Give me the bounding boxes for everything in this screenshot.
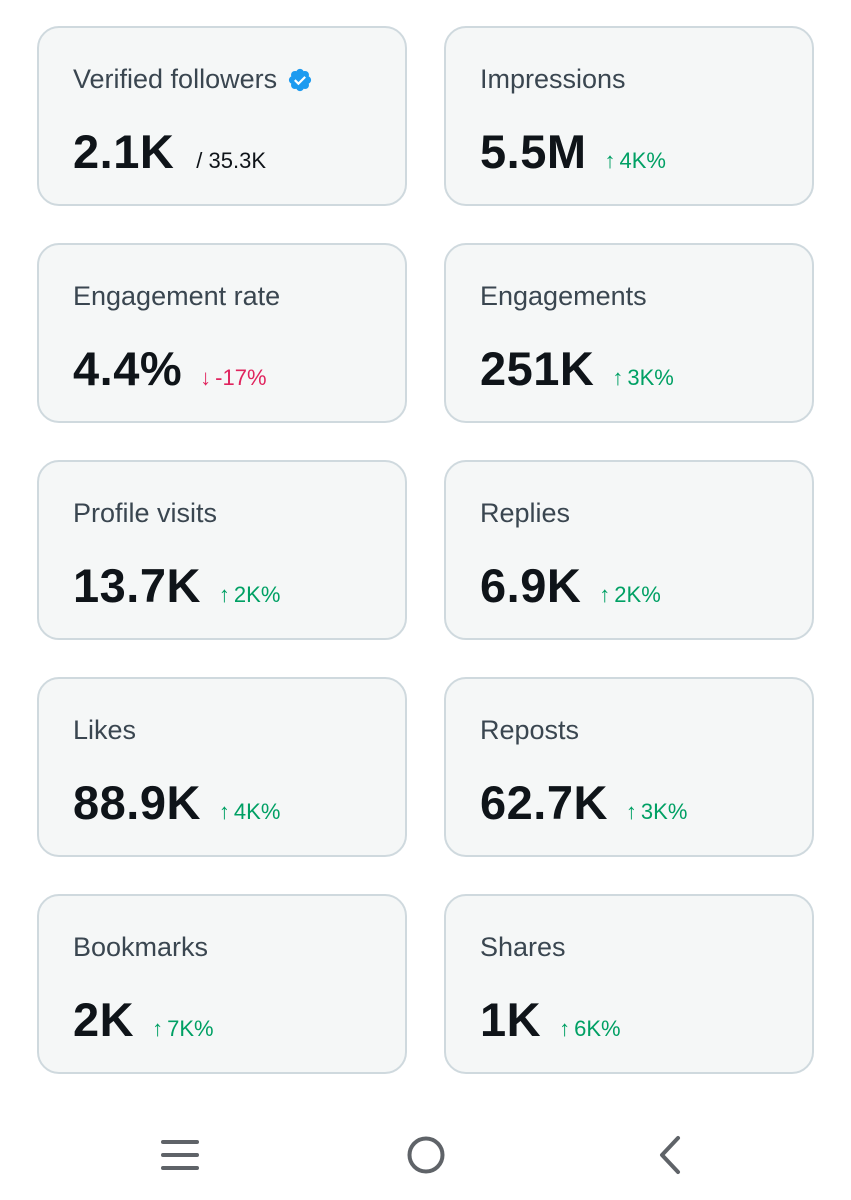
card-label: Reposts xyxy=(480,715,579,746)
card-replies[interactable]: Replies 6.9K ↑ 2K% xyxy=(444,460,814,640)
back-button[interactable] xyxy=(645,1130,695,1180)
card-label: Engagement rate xyxy=(73,281,280,312)
card-verified-followers[interactable]: Verified followers 2.1K / 35.3K xyxy=(37,26,407,206)
change-value: 2K% xyxy=(233,582,281,607)
card-label-text: Reposts xyxy=(480,715,580,745)
change-indicator: ↑ 2K% xyxy=(599,582,660,608)
card-bookmarks[interactable]: Bookmarks 2K ↑ 7K% xyxy=(37,894,407,1074)
arrow-up-icon: ↑ xyxy=(604,148,616,173)
card-value-row: 88.9K ↑ 4K% xyxy=(73,775,280,830)
change-value: 2K% xyxy=(614,582,661,607)
card-value: 251K xyxy=(480,342,595,395)
change-indicator: ↑ 4K% xyxy=(219,799,280,825)
card-value: 6.9K xyxy=(480,559,582,612)
card-label: Impressions xyxy=(480,64,626,95)
card-label: Profile visits xyxy=(73,498,217,529)
change-indicator: ↑ 2K% xyxy=(219,582,280,608)
card-value: 2.1K xyxy=(73,125,175,178)
card-value-row: 6.9K ↑ 2K% xyxy=(480,558,661,613)
card-label-text: Replies xyxy=(480,498,571,528)
verified-badge-icon xyxy=(289,68,312,91)
card-reposts[interactable]: Reposts 62.7K ↑ 3K% xyxy=(444,677,814,857)
card-engagements[interactable]: Engagements 251K ↑ 3K% xyxy=(444,243,814,423)
change-indicator: ↑ 6K% xyxy=(559,1016,620,1042)
card-value-row: 4.4% ↓ -17% xyxy=(73,341,267,396)
change-value: 6K% xyxy=(574,1016,621,1041)
arrow-up-icon: ↑ xyxy=(599,582,611,607)
card-label-text: Impressions xyxy=(480,64,626,94)
change-indicator: ↑ 7K% xyxy=(152,1016,213,1042)
card-label: Engagements xyxy=(480,281,647,312)
card-value-row: 2K ↑ 7K% xyxy=(73,992,214,1047)
card-value: 62.7K xyxy=(480,776,608,829)
card-label: Bookmarks xyxy=(73,932,208,963)
card-label: Shares xyxy=(480,932,566,963)
card-value: 4.4% xyxy=(73,342,183,395)
card-impressions[interactable]: Impressions 5.5M ↑ 4K% xyxy=(444,26,814,206)
back-chevron-icon xyxy=(660,1136,680,1174)
arrow-up-icon: ↑ xyxy=(218,799,230,824)
change-indicator: ↑ 3K% xyxy=(612,365,673,391)
change-value: 3K% xyxy=(627,365,674,390)
card-label-text: Engagements xyxy=(480,281,647,311)
card-value-row: 2.1K / 35.3K xyxy=(73,124,266,179)
card-label-text: Verified followers xyxy=(73,64,278,94)
card-value-row: 13.7K ↑ 2K% xyxy=(73,558,280,613)
change-indicator: ↑ 4K% xyxy=(605,148,666,174)
change-value: 3K% xyxy=(640,799,688,824)
card-label-text: Profile visits xyxy=(73,498,218,528)
card-value-row: 251K ↑ 3K% xyxy=(480,341,674,396)
card-label: Replies xyxy=(480,498,570,529)
card-label-text: Bookmarks xyxy=(73,932,209,962)
card-shares[interactable]: Shares 1K ↑ 6K% xyxy=(444,894,814,1074)
card-likes[interactable]: Likes 88.9K ↑ 4K% xyxy=(37,677,407,857)
menu-icon xyxy=(161,1140,199,1170)
card-value-row: 62.7K ↑ 3K% xyxy=(480,775,687,830)
change-indicator: ↑ 3K% xyxy=(626,799,687,825)
arrow-up-icon: ↑ xyxy=(612,365,624,390)
arrow-down-icon: ↓ xyxy=(200,365,212,390)
card-value: 13.7K xyxy=(73,559,201,612)
recent-apps-button[interactable] xyxy=(155,1130,205,1180)
card-label-text: Engagement rate xyxy=(73,281,281,311)
arrow-up-icon: ↑ xyxy=(152,1016,164,1041)
card-value: 1K xyxy=(480,993,542,1046)
arrow-up-icon: ↑ xyxy=(559,1016,571,1041)
card-value: 88.9K xyxy=(73,776,201,829)
home-button[interactable] xyxy=(401,1130,451,1180)
card-label: Verified followers xyxy=(73,64,313,95)
home-circle-icon xyxy=(407,1136,445,1174)
change-value: 4K% xyxy=(233,799,281,824)
card-label-text: Likes xyxy=(73,715,137,745)
change-indicator: ↓ -17% xyxy=(200,365,266,391)
system-navigation-bar xyxy=(0,1110,851,1200)
card-engagement-rate[interactable]: Engagement rate 4.4% ↓ -17% xyxy=(37,243,407,423)
analytics-grid: Verified followers 2.1K / 35.3K Impressi… xyxy=(37,26,815,1074)
card-label-text: Shares xyxy=(480,932,566,962)
card-value-row: 5.5M ↑ 4K% xyxy=(480,124,666,179)
card-value: 2K xyxy=(73,993,135,1046)
change-value: -17% xyxy=(215,365,267,390)
card-label: Likes xyxy=(73,715,136,746)
card-value: 5.5M xyxy=(480,125,587,178)
card-value-row: 1K ↑ 6K% xyxy=(480,992,621,1047)
arrow-up-icon: ↑ xyxy=(625,799,637,824)
change-value: 7K% xyxy=(167,1016,214,1041)
card-profile-visits[interactable]: Profile visits 13.7K ↑ 2K% xyxy=(37,460,407,640)
card-total: / 35.3K xyxy=(196,148,266,173)
arrow-up-icon: ↑ xyxy=(218,582,230,607)
change-value: 4K% xyxy=(619,148,666,173)
